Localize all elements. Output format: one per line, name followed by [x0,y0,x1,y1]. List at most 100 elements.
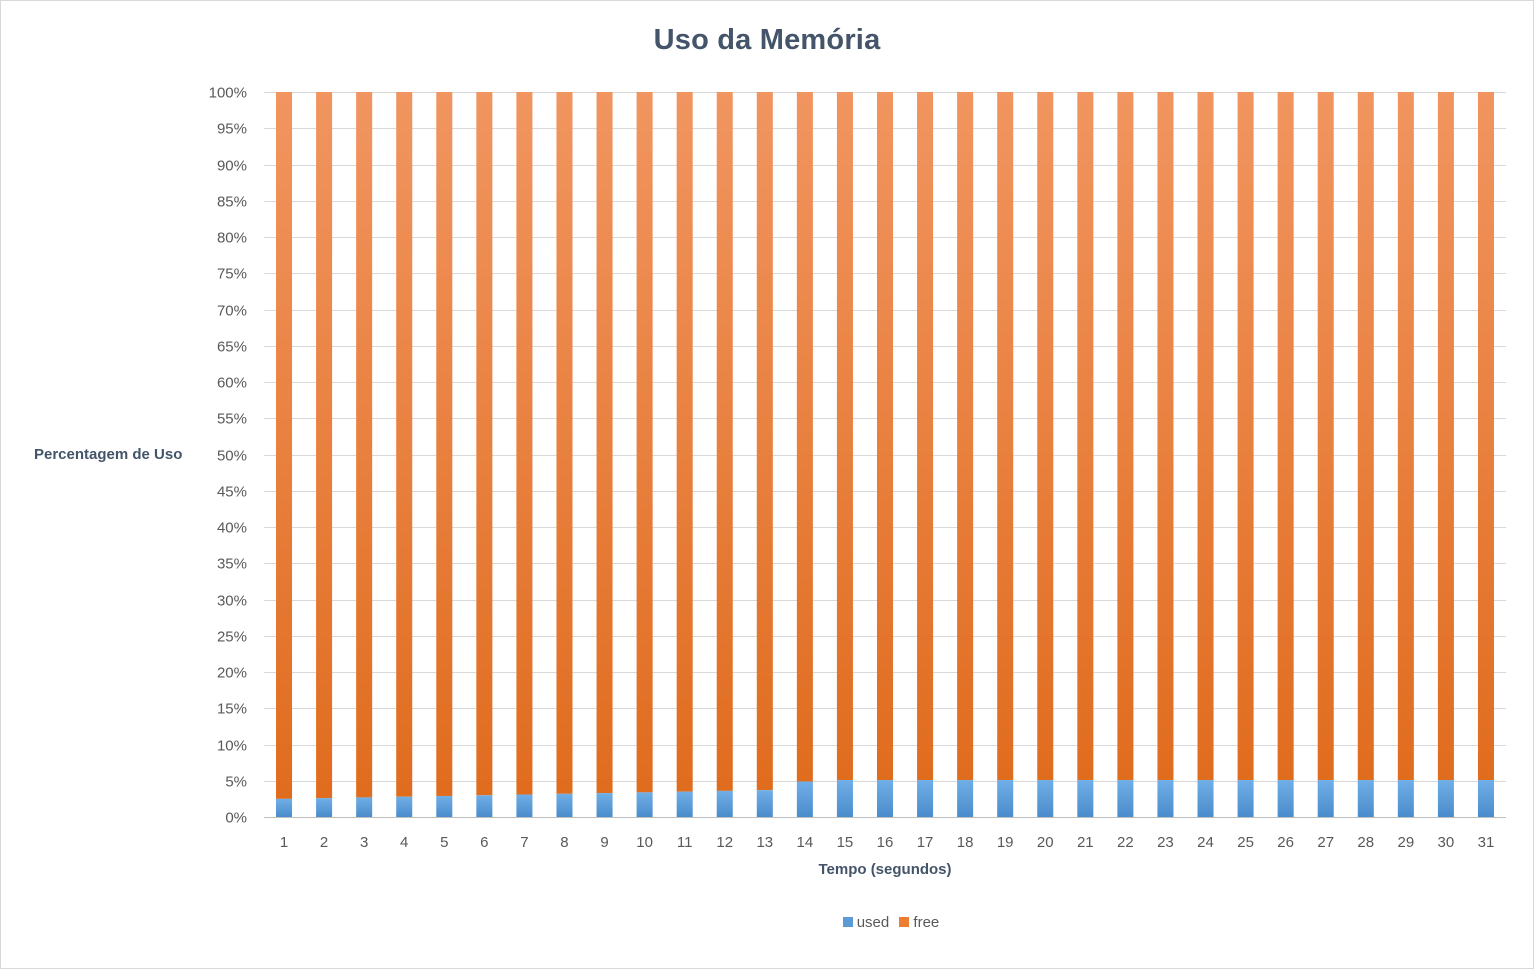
y-tick-label: 90% [217,158,247,175]
bar-free-18 [957,92,974,781]
legend-swatch-free [899,917,910,927]
bar-used-13 [756,790,773,817]
x-tick-label: 31 [1478,834,1495,851]
bar-free-12 [716,92,733,791]
y-tick-label: 35% [217,556,247,573]
bar-used-6 [476,795,493,817]
bar-free-3 [356,92,373,798]
bar-free-11 [676,92,693,792]
y-axis-label: Percentagem de Uso [34,446,183,463]
bar-used-2 [316,798,333,817]
bar-used-9 [596,793,613,817]
bar-free-13 [756,92,773,791]
x-tick-label: 9 [600,834,608,851]
bar-free-1 [276,92,293,799]
bars [276,92,1494,817]
y-tick-label: 5% [225,774,247,791]
x-tick-label: 17 [917,834,934,851]
x-tick-label: 29 [1397,834,1414,851]
bar-used-17 [917,780,934,817]
x-tick-label: 28 [1357,834,1374,851]
bar-free-30 [1437,92,1454,781]
bar-free-22 [1117,92,1134,781]
x-tick-label: 4 [400,834,408,851]
bar-used-5 [436,795,453,817]
y-tick-label: 50% [217,448,247,465]
bar-used-1 [276,798,293,817]
legend-label-used: used [856,914,890,931]
x-tick-label: 1 [280,834,288,851]
y-tick-label: 60% [217,375,247,392]
y-tick-label: 15% [217,701,247,718]
bar-free-14 [796,92,813,782]
x-tick-label: 8 [560,834,568,851]
bar-free-24 [1197,92,1214,781]
x-tick-label: 13 [756,834,773,851]
legend-item-used[interactable]: used [842,914,890,931]
bar-free-29 [1397,92,1414,781]
legend-label-free: free [913,914,940,931]
y-tick-label: 100% [209,85,247,102]
legend-item-free[interactable]: free [899,914,939,931]
legend-swatch-used [842,917,853,927]
bar-used-11 [676,791,693,817]
bar-used-15 [836,780,853,817]
x-tick-label: 19 [997,834,1014,851]
x-tick-label: 23 [1157,834,1174,851]
y-tick-label: 85% [217,194,247,211]
bar-free-2 [316,92,333,799]
bar-free-21 [1077,92,1094,781]
x-tick-label: 14 [797,834,814,851]
bar-free-8 [556,92,573,794]
x-tick-label: 11 [677,834,693,851]
bar-free-23 [1157,92,1174,781]
y-tick-label: 30% [217,593,247,610]
x-tick-label: 3 [360,834,368,851]
x-tick-label: 5 [440,834,448,851]
bar-used-25 [1237,780,1254,817]
bar-free-6 [476,92,493,796]
bar-free-16 [876,92,894,781]
bar-used-24 [1197,780,1214,817]
bar-free-31 [1477,92,1494,781]
y-tick-label: 75% [217,266,247,283]
bar-free-17 [917,92,934,781]
bar-free-20 [1037,92,1054,781]
bar-used-26 [1277,780,1294,817]
bar-free-5 [436,92,453,796]
x-tick-label: 30 [1438,834,1455,851]
x-tick-label: 22 [1117,834,1134,851]
bar-free-9 [596,92,613,794]
bar-free-25 [1237,92,1254,781]
bar-used-29 [1397,780,1414,817]
x-tick-label: 21 [1077,834,1094,851]
bar-used-28 [1357,780,1374,817]
bar-free-15 [836,92,853,781]
bar-used-16 [876,780,894,817]
bar-used-8 [556,793,573,817]
bar-used-4 [396,796,413,817]
bar-used-7 [516,794,533,817]
y-tick-label: 95% [217,121,247,138]
bar-used-21 [1077,780,1094,817]
y-tick-label: 80% [217,230,247,247]
axes: 0% 5% 10% 15% 20% 25% 30% 35% 40% 45% 50% 55% 60% 65%… [209,85,1506,851]
bar-used-12 [716,790,733,817]
x-tick-label: 24 [1197,834,1214,851]
y-tick-label: 40% [217,520,247,537]
bar-free-4 [396,92,413,797]
bar-used-23 [1157,780,1174,817]
bar-used-18 [957,780,974,817]
x-tick-label: 27 [1317,834,1334,851]
x-tick-label: 20 [1037,834,1054,851]
y-tick-label: 70% [217,303,247,320]
y-tick-label: 0% [225,810,247,827]
x-tick-label: 12 [716,834,733,851]
x-axis-label: Tempo (segundos) [818,861,952,878]
x-tick-label: 10 [636,834,653,851]
bar-used-31 [1477,780,1494,817]
x-tick-label: 15 [837,834,854,851]
x-tick-label: 25 [1237,834,1254,851]
bar-free-10 [636,92,653,793]
